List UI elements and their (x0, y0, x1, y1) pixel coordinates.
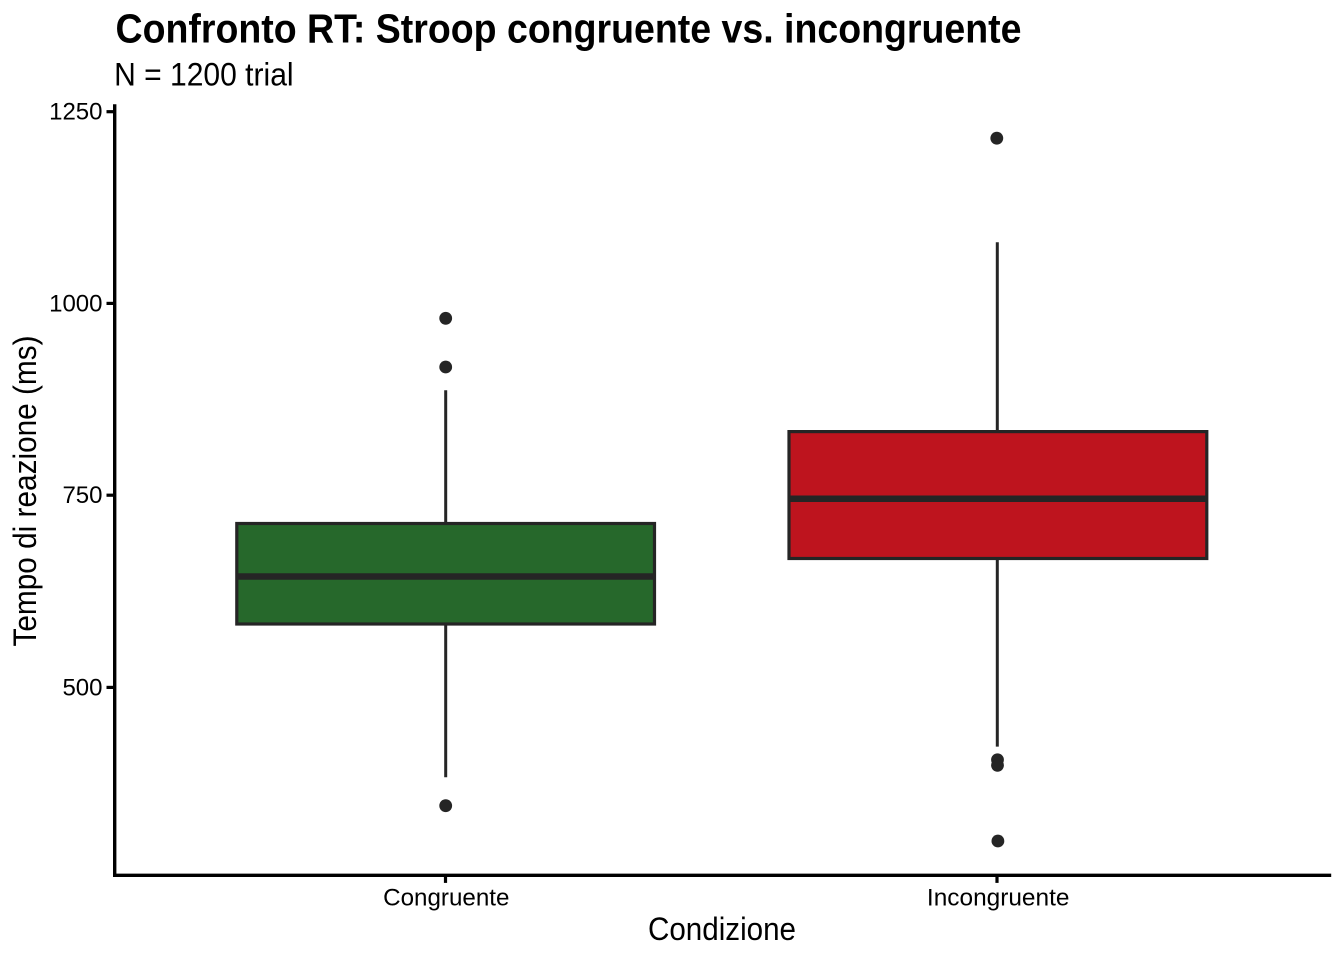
svg-text:N = 1200 trial: N = 1200 trial (114, 56, 294, 92)
svg-text:Incongruente: Incongruente (927, 885, 1070, 912)
svg-text:Tempo di reazione (ms): Tempo di reazione (ms) (7, 336, 43, 647)
svg-text:Congruente: Congruente (383, 885, 509, 912)
svg-text:1000: 1000 (49, 290, 102, 317)
svg-text:Confronto RT: Stroop congruent: Confronto RT: Stroop congruente vs. inco… (116, 5, 1022, 51)
svg-text:1250: 1250 (49, 99, 102, 126)
svg-text:750: 750 (62, 482, 102, 509)
svg-text:Condizione: Condizione (648, 911, 796, 947)
svg-text:500: 500 (62, 674, 102, 701)
